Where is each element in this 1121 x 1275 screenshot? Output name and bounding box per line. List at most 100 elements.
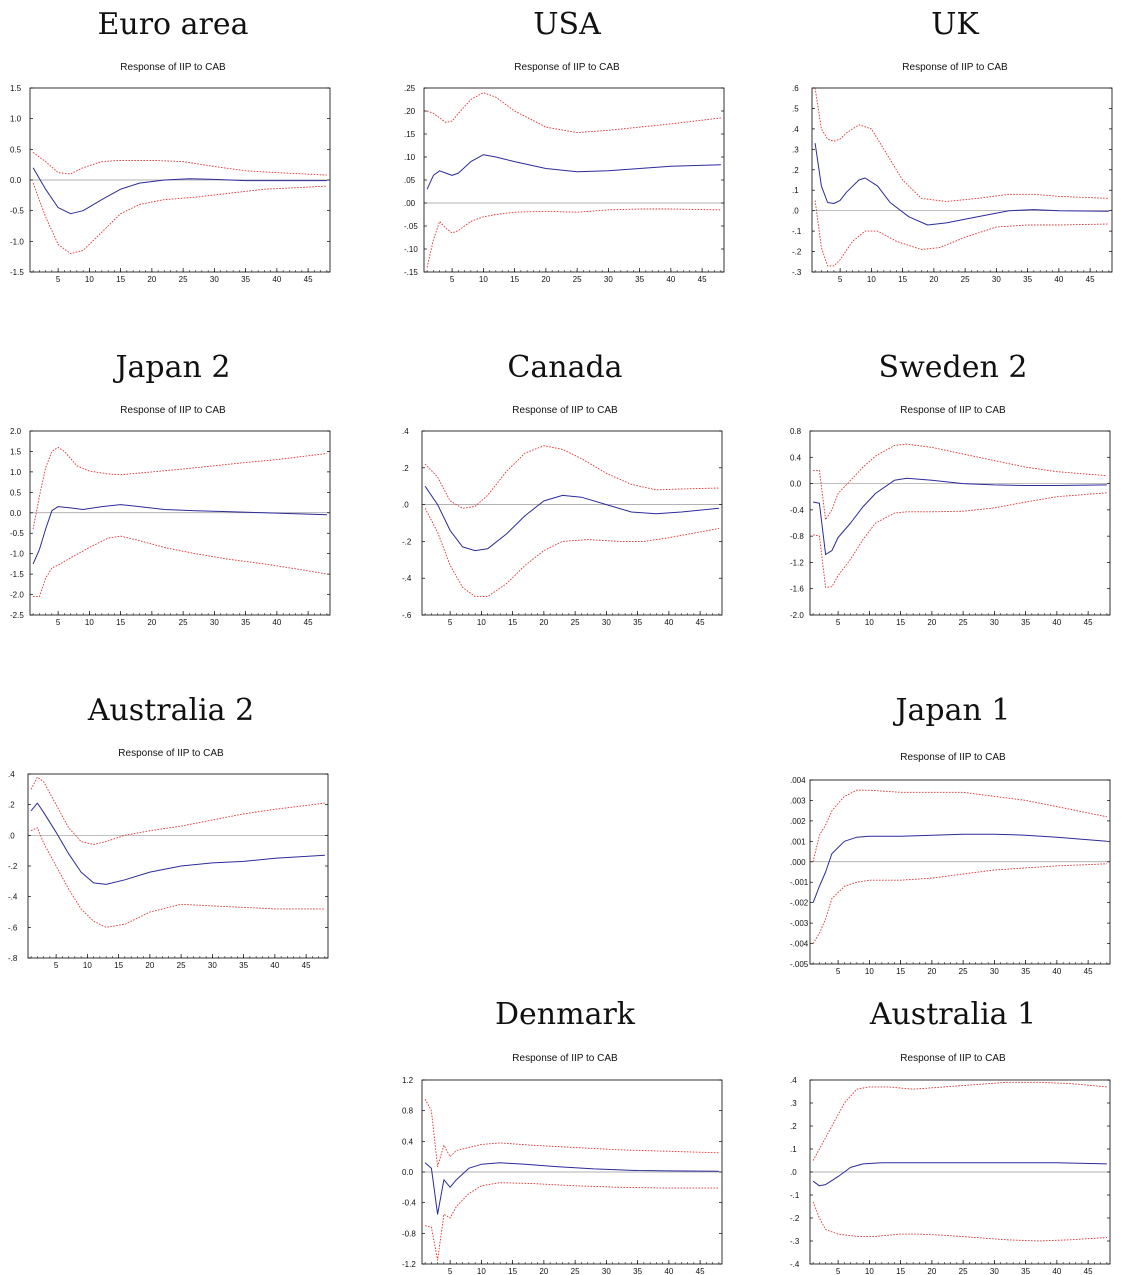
- x-tick-label: 30: [990, 967, 999, 976]
- y-tick-label: 1.5: [10, 447, 22, 456]
- panel-japan-2: Japan 2 Response of IIP to CAB -2.5 -2.0-…: [8, 347, 338, 619]
- y-tick-label: 0.8: [790, 427, 802, 436]
- series-upper-line: [813, 1082, 1107, 1160]
- y-tick-label: 0.5: [10, 145, 22, 154]
- y-tick-label: .0: [402, 501, 409, 510]
- y-tick-label: 0.8: [402, 1107, 414, 1116]
- y-tick-label: -0.4: [790, 506, 804, 515]
- irf-chart-japan-1: -.005-.004-.003-.002-.001.000.001.002.00…: [788, 774, 1118, 974]
- panel-uk: UK Response of IIP to CAB -.3 -.2 -.1 .0 .1.…: [790, 4, 1120, 276]
- x-tick-label: 25: [959, 1267, 968, 1275]
- x-tick-label: 5: [836, 1267, 841, 1275]
- y-tick-label: -.4: [402, 574, 412, 583]
- series-lower-line: [813, 1202, 1107, 1241]
- y-tick-label: .000: [790, 858, 806, 867]
- country-title: Euro area: [8, 10, 338, 40]
- country-title: UK: [790, 10, 1120, 40]
- country-title: Sweden 2: [788, 353, 1118, 383]
- y-tick-label: .10: [404, 153, 416, 162]
- y-tick-label: -1.5: [10, 570, 24, 579]
- y-tick-label: -1.2: [790, 558, 804, 567]
- series-response-line: [813, 478, 1107, 554]
- y-tick-label: -.3: [792, 268, 802, 277]
- y-tick-label: -2.0: [790, 611, 804, 620]
- series-lower-line: [813, 864, 1107, 944]
- x-tick-label: 25: [179, 618, 188, 627]
- x-tick-label: 30: [210, 618, 219, 627]
- series-response-line: [33, 505, 327, 564]
- y-tick-label: -1.2: [402, 1260, 416, 1269]
- country-title: Japan 1: [788, 696, 1118, 726]
- irf-chart-canada: -.6 -.4 -.2 .0 .2 .4 5 10 15 20 25 30 35 40 45: [400, 425, 730, 625]
- x-tick-label: 35: [1021, 967, 1030, 976]
- y-tick-label: -.10: [404, 245, 418, 254]
- x-tick-label: 45: [304, 618, 313, 627]
- x-tick-label: 40: [272, 275, 281, 284]
- y-tick-label: .0: [8, 831, 15, 840]
- chart-title: Response of IIP to CAB: [400, 1053, 730, 1064]
- chart-title: Response of IIP to CAB: [788, 405, 1118, 416]
- x-tick-label: 45: [696, 1267, 705, 1275]
- x-tick-label: 15: [896, 1267, 905, 1275]
- x-tick-label: 20: [539, 618, 548, 627]
- x-tick-label: 15: [896, 967, 905, 976]
- irf-chart-australia-1: -.4 -.3 -.2 -.1 .0 .1 .2 .3 .4 5 10 15 20 25 30 35 40 45: [788, 1074, 1118, 1274]
- y-tick-label: -.2: [790, 1214, 800, 1223]
- y-tick-label: .25: [404, 84, 416, 93]
- y-tick-label: -.6: [402, 611, 412, 620]
- x-tick-label: 30: [990, 1267, 999, 1275]
- x-tick-label: 25: [179, 275, 188, 284]
- x-tick-label: 15: [114, 961, 123, 970]
- y-tick-label: -.005: [790, 960, 809, 969]
- y-tick-label: -.1: [790, 1191, 800, 1200]
- x-tick-label: 40: [1052, 1267, 1061, 1275]
- x-tick-label: 35: [633, 618, 642, 627]
- series-lower-line: [815, 200, 1109, 266]
- y-tick-label: -0.8: [402, 1229, 416, 1238]
- x-tick-label: 45: [304, 275, 313, 284]
- panel-euro-area: Euro area Response of IIP to CAB -1.5 -1.…: [8, 4, 338, 276]
- y-tick-label: 0.0: [790, 480, 802, 489]
- irf-chart-sweden-2: -2.0-1.6-1.2-0.8-0.40.00.40.85 10 15 20 25 30…: [788, 425, 1118, 625]
- series-lower-line: [425, 1183, 719, 1261]
- x-tick-label: 35: [1021, 618, 1030, 627]
- series-response-line: [425, 486, 719, 550]
- y-tick-label: .05: [404, 176, 416, 185]
- x-tick-label: 15: [898, 275, 907, 284]
- series-upper-line: [31, 777, 325, 844]
- y-tick-label: -.6: [8, 923, 18, 932]
- series-upper-line: [813, 444, 1107, 520]
- chart-title: Response of IIP to CAB: [790, 62, 1120, 73]
- y-tick-label: -0.4: [402, 1199, 416, 1208]
- x-tick-label: 45: [302, 961, 311, 970]
- y-tick-label: .002: [790, 817, 806, 826]
- x-tick-label: 45: [698, 275, 707, 284]
- x-tick-label: 25: [571, 1267, 580, 1275]
- y-tick-label: -.15: [404, 268, 418, 277]
- y-tick-label: -2.0: [10, 591, 24, 600]
- series-lower-line: [31, 828, 325, 928]
- y-tick-label: .1: [790, 1145, 797, 1154]
- x-tick-label: 10: [85, 275, 94, 284]
- y-tick-label: .2: [402, 464, 409, 473]
- y-tick-label: .003: [790, 796, 806, 805]
- plot-frame: [422, 431, 722, 615]
- y-tick-label: .4: [402, 427, 409, 436]
- x-tick-label: 10: [83, 961, 92, 970]
- y-tick-label: .0: [790, 1168, 797, 1177]
- x-tick-label: 25: [961, 275, 970, 284]
- series-response-line: [33, 168, 327, 214]
- x-tick-label: 25: [959, 967, 968, 976]
- y-tick-label: .3: [790, 1099, 797, 1108]
- irf-chart-australia-2: -.8 -.6 -.4 -.2 .0 .2 .4 5 10 15 20 25 30 35 40 45: [6, 768, 336, 968]
- series-upper-line: [427, 93, 721, 133]
- x-tick-label: 20: [927, 967, 936, 976]
- y-tick-label: -0.8: [790, 532, 804, 541]
- y-tick-label: -.3: [790, 1237, 800, 1246]
- x-tick-label: 10: [479, 275, 488, 284]
- x-tick-label: 5: [56, 275, 61, 284]
- series-lower-line: [33, 536, 327, 597]
- x-tick-label: 20: [145, 961, 154, 970]
- y-tick-label: -.001: [790, 878, 809, 887]
- country-title: USA: [402, 10, 732, 40]
